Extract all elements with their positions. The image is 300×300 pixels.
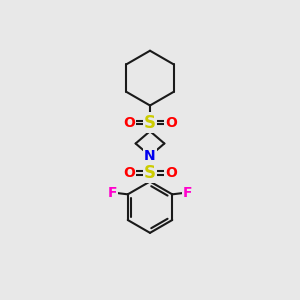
Text: S: S	[144, 114, 156, 132]
Text: N: N	[144, 149, 156, 163]
Text: F: F	[183, 186, 192, 200]
Text: S: S	[144, 164, 156, 182]
Text: O: O	[123, 116, 135, 130]
Text: O: O	[165, 116, 177, 130]
Text: O: O	[165, 166, 177, 180]
Text: F: F	[108, 186, 117, 200]
Text: O: O	[123, 166, 135, 180]
